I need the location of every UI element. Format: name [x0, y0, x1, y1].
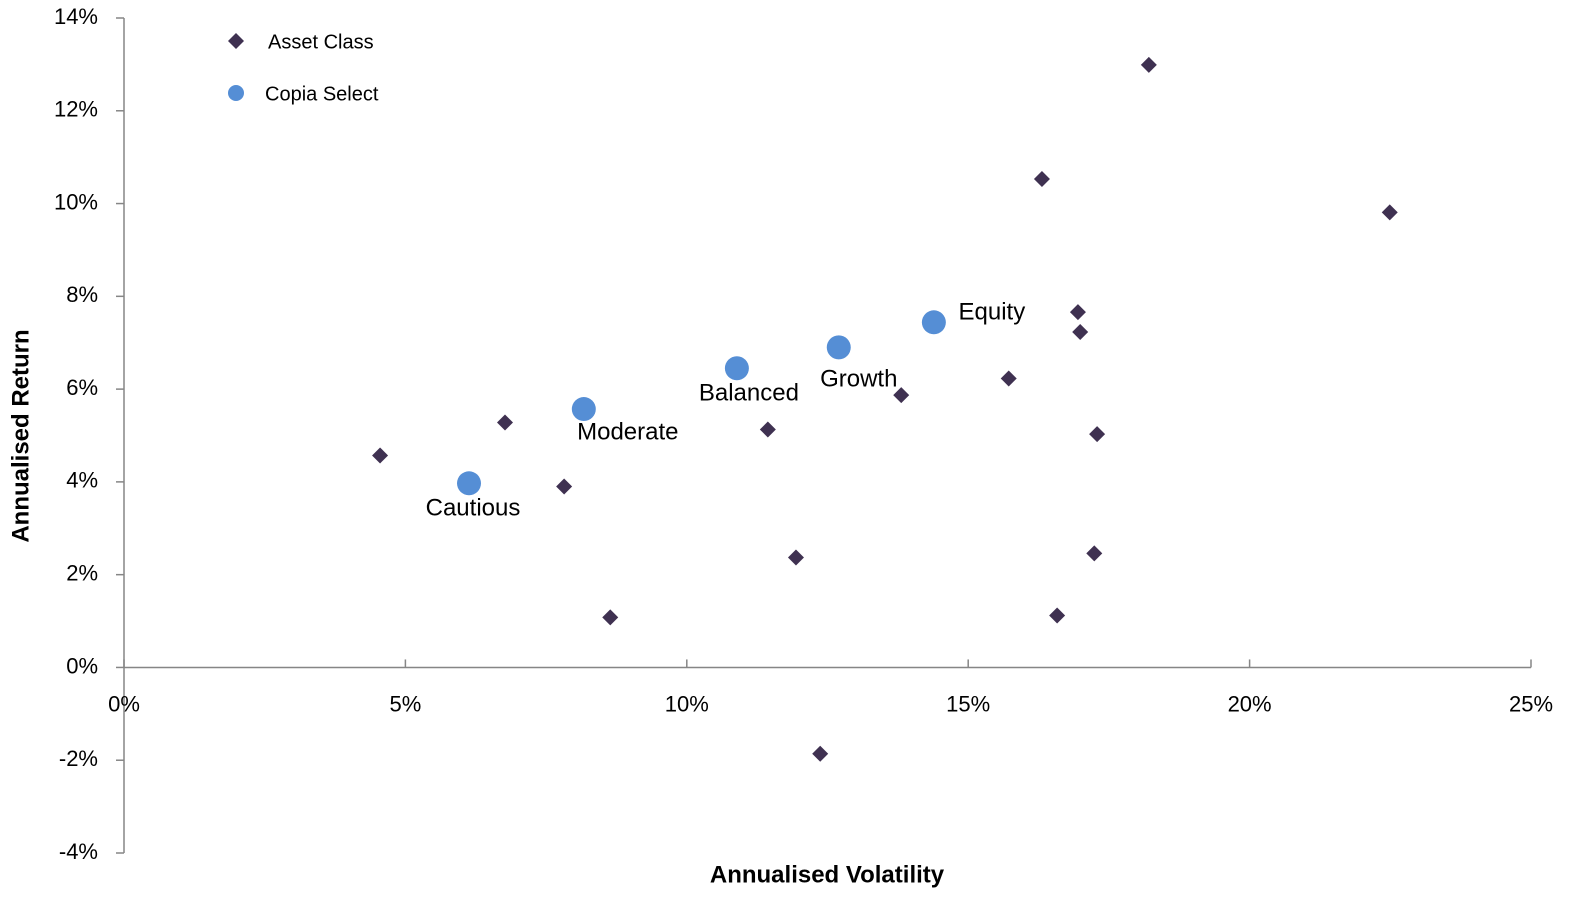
- y-tick-label: 14%: [54, 4, 98, 29]
- asset-point: [1000, 370, 1017, 387]
- portfolio-point: [921, 310, 946, 335]
- asset-point: [1069, 304, 1086, 321]
- y-tick-label: 12%: [54, 97, 98, 122]
- y-tick-label: 6%: [66, 375, 98, 400]
- asset-point: [556, 478, 573, 495]
- portfolio-point: [571, 397, 596, 422]
- point-label: Balanced: [699, 380, 799, 407]
- asset-point: [1072, 324, 1089, 341]
- portfolio-point: [456, 471, 481, 496]
- x-tick-label: 0%: [108, 691, 140, 716]
- y-tick-label: -4%: [59, 839, 98, 864]
- asset-point: [787, 549, 804, 566]
- point-label: Growth: [820, 366, 897, 393]
- asset-point: [812, 745, 829, 762]
- x-axis-title: Annualised Volatility: [710, 861, 945, 888]
- legend-marker: [228, 33, 244, 49]
- x-tick-label: 10%: [665, 691, 709, 716]
- point-label: Cautious: [426, 495, 521, 522]
- asset-point: [1033, 170, 1050, 187]
- point-label: Equity: [959, 299, 1026, 326]
- asset-point: [1140, 56, 1157, 73]
- asset-point: [1381, 204, 1398, 221]
- y-tick-label: -2%: [59, 746, 98, 771]
- asset-point: [497, 414, 514, 431]
- portfolio-point: [724, 356, 749, 381]
- legend-label: Copia Select: [265, 83, 379, 105]
- asset-point: [602, 609, 619, 626]
- y-axis-title: Annualised Return: [7, 329, 34, 542]
- x-tick-label: 5%: [390, 691, 422, 716]
- legend-marker: [228, 85, 244, 101]
- y-tick-label: 2%: [66, 560, 98, 585]
- x-tick-label: 15%: [946, 691, 990, 716]
- portfolio-point: [826, 335, 851, 360]
- x-tick-label: 20%: [1228, 691, 1272, 716]
- x-tick-label: 25%: [1509, 691, 1553, 716]
- asset-point: [759, 421, 776, 438]
- y-tick-label: 8%: [66, 282, 98, 307]
- y-tick-label: 0%: [66, 653, 98, 678]
- y-tick-label: 10%: [54, 189, 98, 214]
- point-label: Moderate: [577, 418, 678, 445]
- legend-label: Asset Class: [268, 31, 374, 53]
- asset-point: [1089, 426, 1106, 443]
- asset-point: [372, 447, 389, 464]
- y-tick-label: 4%: [66, 468, 98, 493]
- asset-point: [1049, 607, 1066, 624]
- asset-point: [1086, 545, 1103, 562]
- asset-point: [893, 387, 910, 404]
